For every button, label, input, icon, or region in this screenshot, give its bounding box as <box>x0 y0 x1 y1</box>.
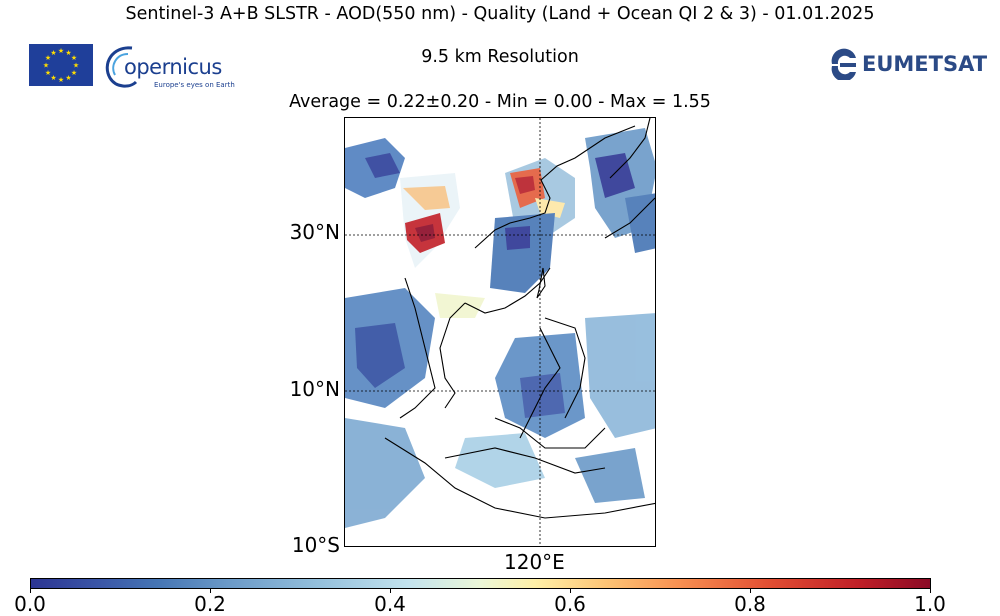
eumetsat-wordmark: EUMETSAT <box>862 52 988 76</box>
copernicus-swoosh-icon <box>105 46 138 88</box>
svg-text:★: ★ <box>71 54 77 62</box>
graticule <box>345 118 655 546</box>
colorbar-tick <box>210 589 211 593</box>
aod-colorbar <box>30 578 931 589</box>
colorbar-tick-label: 0.4 <box>374 592 406 616</box>
svg-text:★: ★ <box>73 62 79 70</box>
eu-flag-logo: ★ ★★ ★★★ ★★★ ★★★ <box>29 44 93 86</box>
colorbar-tick-label: 0.2 <box>194 592 226 616</box>
svg-text:★: ★ <box>50 74 56 82</box>
colorbar-tick <box>930 589 931 593</box>
lat-label-10n: 10°N <box>289 377 340 401</box>
resolution-subtitle: 9.5 km Resolution <box>421 47 579 67</box>
colorbar-tick <box>30 589 31 593</box>
svg-text:★: ★ <box>50 49 56 57</box>
lat-label-30n: 30°N <box>289 220 340 244</box>
aod-map <box>345 118 655 546</box>
copernicus-logo: opernicus Europe's eyes on Earth <box>102 42 242 92</box>
svg-text:★: ★ <box>45 54 51 62</box>
svg-text:★: ★ <box>43 62 49 70</box>
lon-label-120e: 120°E <box>504 550 565 574</box>
colorbar-tick <box>390 589 391 593</box>
copernicus-tagline: Europe's eyes on Earth <box>154 81 235 89</box>
eumetsat-logo: EUMETSAT <box>828 48 988 80</box>
chart-title: Sentinel-3 A+B SLSTR - AOD(550 nm) - Qua… <box>125 4 875 24</box>
svg-text:★: ★ <box>71 69 77 77</box>
aod-data-layer <box>345 128 655 528</box>
svg-text:★: ★ <box>45 69 51 77</box>
svg-text:★: ★ <box>65 49 71 57</box>
colorbar-tick-label: 0.0 <box>14 592 46 616</box>
svg-text:★: ★ <box>58 47 64 55</box>
colorbar-tick-label: 0.8 <box>734 592 766 616</box>
colorbar-tick-label: 1.0 <box>914 592 946 616</box>
lat-label-10s: 10°S <box>291 533 340 557</box>
coastline-layer <box>384 118 655 519</box>
copernicus-wordmark: opernicus <box>124 55 222 79</box>
eumetsat-emblem-icon <box>831 48 856 80</box>
colorbar-tick-label: 0.6 <box>554 592 586 616</box>
svg-text:★: ★ <box>65 74 71 82</box>
aod-map-panel <box>344 117 656 547</box>
colorbar-tick <box>570 589 571 593</box>
statistics-line: Average = 0.22±0.20 - Min = 0.00 - Max =… <box>289 92 711 112</box>
svg-text:★: ★ <box>58 76 64 84</box>
colorbar-tick <box>750 589 751 593</box>
